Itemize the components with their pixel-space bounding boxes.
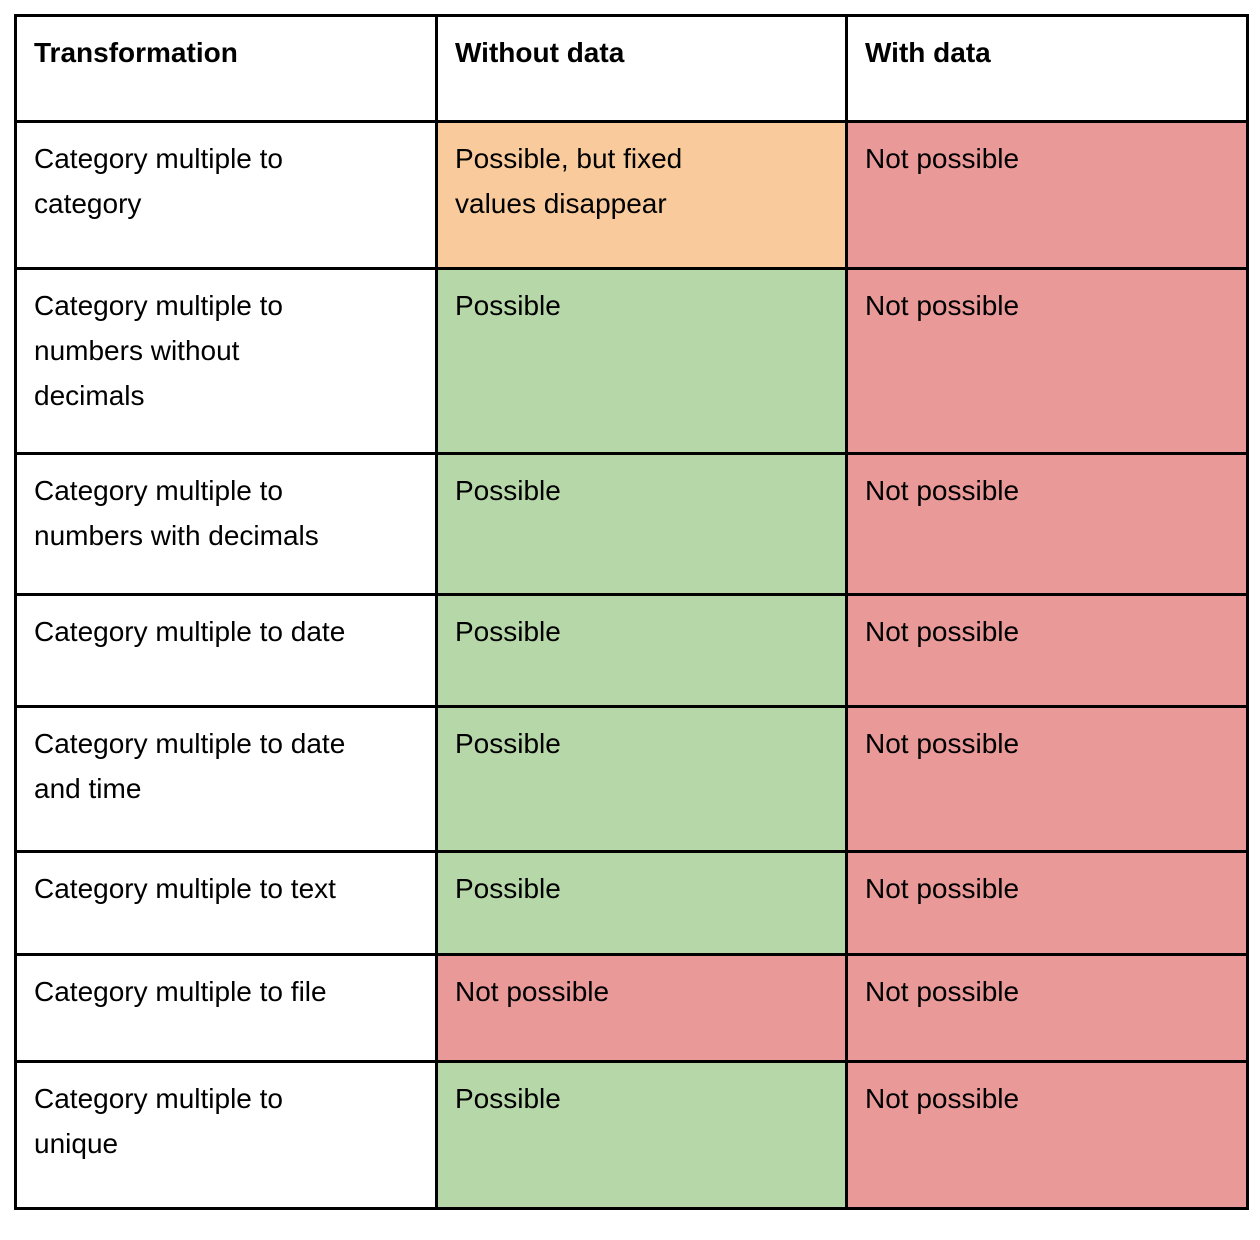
column-header-with-data: With data xyxy=(845,14,1249,123)
without-data-cell: Possible, but fixed values disappear xyxy=(435,120,848,270)
table-row: Category multiple to file Not possible N… xyxy=(14,953,1249,1063)
with-data-cell: Not possible xyxy=(845,953,1249,1063)
table-row: Category multiple to numbers with decima… xyxy=(14,452,1249,596)
transformation-cell: Category multiple to file xyxy=(14,953,438,1063)
table-row: Category multiple to date Possible Not p… xyxy=(14,593,1249,708)
transformation-cell: Category multiple to numbers with decima… xyxy=(14,452,438,596)
without-data-cell: Possible xyxy=(435,705,848,853)
table-row: Category multiple to numbers without dec… xyxy=(14,267,1249,455)
with-data-cell: Not possible xyxy=(845,705,1249,853)
with-data-cell: Not possible xyxy=(845,593,1249,708)
transformation-cell: Category multiple to date xyxy=(14,593,438,708)
header-row: Transformation Without data With data xyxy=(14,14,1249,123)
transformation-compatibility-table: Transformation Without data With data Ca… xyxy=(14,14,1249,1210)
transformation-cell: Category multiple to numbers without dec… xyxy=(14,267,438,455)
with-data-cell: Not possible xyxy=(845,452,1249,596)
transformation-cell: Category multiple to unique xyxy=(14,1060,438,1210)
without-data-cell: Possible xyxy=(435,267,848,455)
without-data-cell: Possible xyxy=(435,593,848,708)
table-row: Category multiple to category Possible, … xyxy=(14,120,1249,270)
without-data-cell: Possible xyxy=(435,850,848,956)
table-row: Category multiple to text Possible Not p… xyxy=(14,850,1249,956)
without-data-cell: Possible xyxy=(435,1060,848,1210)
column-header-transformation: Transformation xyxy=(14,14,438,123)
without-data-cell: Possible xyxy=(435,452,848,596)
transformation-cell: Category multiple to date and time xyxy=(14,705,438,853)
column-header-without-data: Without data xyxy=(435,14,848,123)
without-data-cell: Not possible xyxy=(435,953,848,1063)
with-data-cell: Not possible xyxy=(845,1060,1249,1210)
with-data-cell: Not possible xyxy=(845,267,1249,455)
with-data-cell: Not possible xyxy=(845,850,1249,956)
transformation-cell: Category multiple to text xyxy=(14,850,438,956)
table-row: Category multiple to date and time Possi… xyxy=(14,705,1249,853)
with-data-cell: Not possible xyxy=(845,120,1249,270)
transformation-cell: Category multiple to category xyxy=(14,120,438,270)
table-row: Category multiple to unique Possible Not… xyxy=(14,1060,1249,1210)
